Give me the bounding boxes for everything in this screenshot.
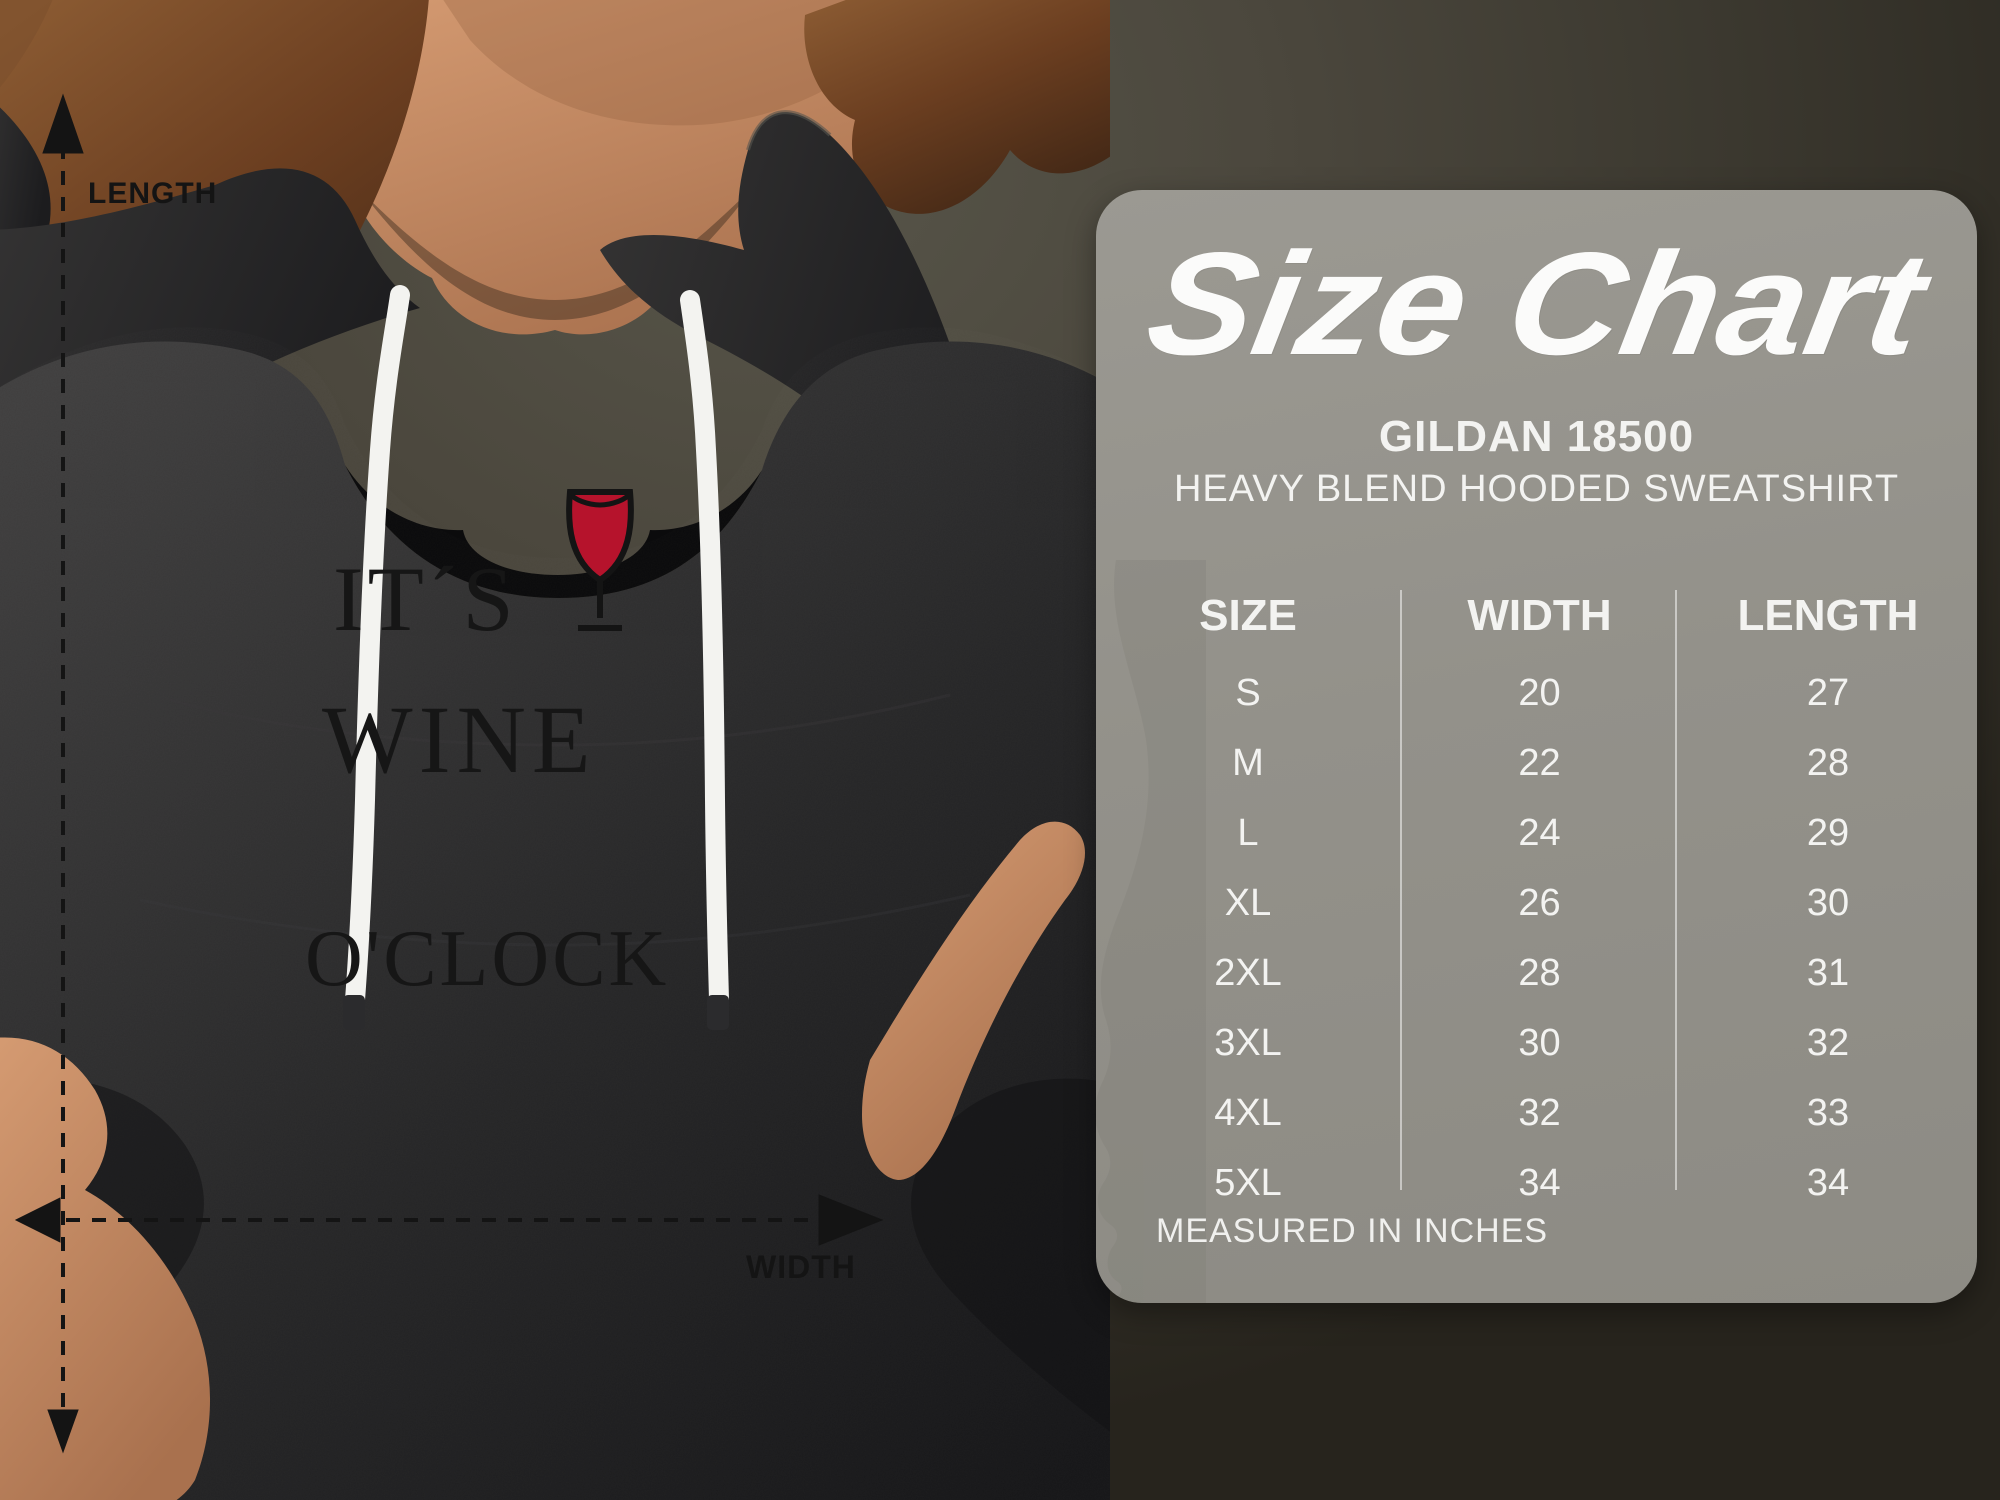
svg-text:IT´S: IT´S <box>333 548 518 650</box>
svg-text:O'CLOCK: O'CLOCK <box>305 915 669 1003</box>
svg-text:WIDTH: WIDTH <box>746 1249 856 1285</box>
svg-text:WINE: WINE <box>322 686 597 793</box>
svg-text:LENGTH: LENGTH <box>88 177 217 210</box>
